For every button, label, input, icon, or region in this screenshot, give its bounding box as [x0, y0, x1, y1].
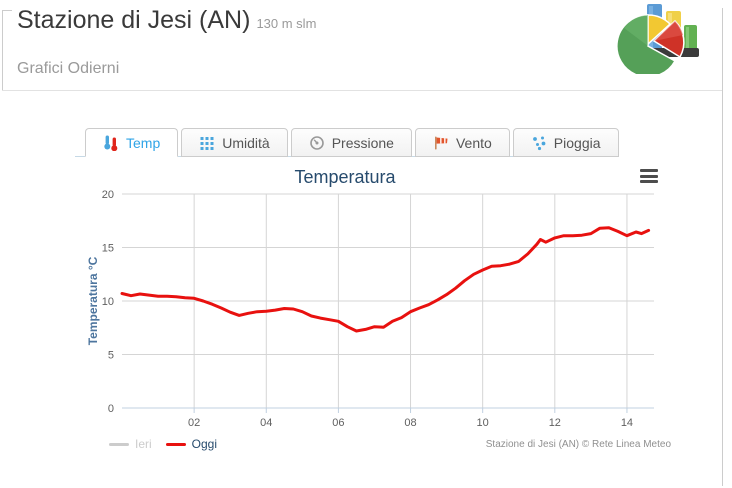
legend-label: Ieri	[135, 437, 152, 451]
right-border	[722, 8, 723, 486]
x-tick-label: 10	[477, 417, 489, 429]
gauge-icon	[309, 135, 324, 150]
windsock-icon	[434, 136, 448, 149]
statistics-logo	[614, 2, 702, 78]
series-line-oggi	[120, 226, 651, 333]
tab-label: Pioggia	[553, 134, 601, 151]
tab-temp[interactable]: Temp	[85, 128, 179, 157]
left-border	[2, 10, 3, 90]
pie-bar-chart-icon	[616, 4, 699, 78]
raindrops-icon	[532, 136, 546, 150]
chart-legend: Ieri Oggi	[109, 437, 217, 451]
legend-item-ieri[interactable]: Ieri	[109, 437, 152, 451]
tab-label: Vento	[455, 134, 492, 151]
y-axis-title: Temperatura °C	[86, 256, 100, 345]
tab-label: Temp	[126, 134, 161, 151]
chart-credits[interactable]: Stazione di Jesi (AN) © Rete Linea Meteo	[485, 439, 671, 450]
tab-vento[interactable]: Vento	[414, 128, 510, 157]
chart-tabbar: Temp Umidità Pressione	[75, 128, 619, 157]
y-tick-label: 5	[108, 350, 114, 362]
chart-export-menu-icon[interactable]	[640, 169, 658, 183]
y-tick-label: 10	[102, 296, 114, 308]
ieri-line-swatch	[109, 442, 129, 446]
left-border-top	[2, 10, 12, 11]
altitude-label: 130 m slm	[256, 16, 317, 31]
y-tick-label: 0	[108, 403, 114, 415]
oggi-line-swatch	[165, 442, 186, 446]
tab-label: Umidità	[222, 134, 270, 151]
x-tick-label: 04	[260, 417, 272, 429]
chart-plot-area: 0 5 10 15 20 02 04 06 08 10 12 14 Temperatura °C	[86, 189, 654, 429]
page-title: Stazione di Jesi (AN)	[17, 6, 251, 34]
humidity-grid-icon	[200, 136, 214, 150]
tab-label: Pressione	[331, 134, 394, 151]
y-tick-label: 15	[102, 243, 114, 255]
x-tick-label: 08	[404, 417, 416, 429]
legend-label: Oggi	[191, 437, 218, 451]
legend-item-oggi[interactable]: Oggi	[165, 437, 218, 451]
tab-umidita[interactable]: Umidità	[181, 128, 288, 157]
x-tick-label: 14	[621, 417, 633, 429]
x-tick-label: 06	[332, 417, 344, 429]
page-header: Stazione di Jesi (AN) 130 m slm	[17, 6, 316, 35]
x-tick-label: 02	[188, 417, 200, 429]
x-tick-label: 12	[549, 417, 561, 429]
thermometer-icon	[104, 135, 118, 151]
section-title: Grafici Odierni	[17, 60, 120, 77]
header-divider	[2, 90, 722, 91]
tab-pressione[interactable]: Pressione	[290, 128, 412, 157]
chart-title: Temperatura	[294, 167, 396, 187]
temperature-chart: 0 5 10 15 20 02 04 06 08 10 12 14 Temperatura °C Tem…	[85, 160, 672, 455]
y-tick-label: 20	[102, 189, 114, 201]
tab-pioggia[interactable]: Pioggia	[512, 128, 619, 157]
